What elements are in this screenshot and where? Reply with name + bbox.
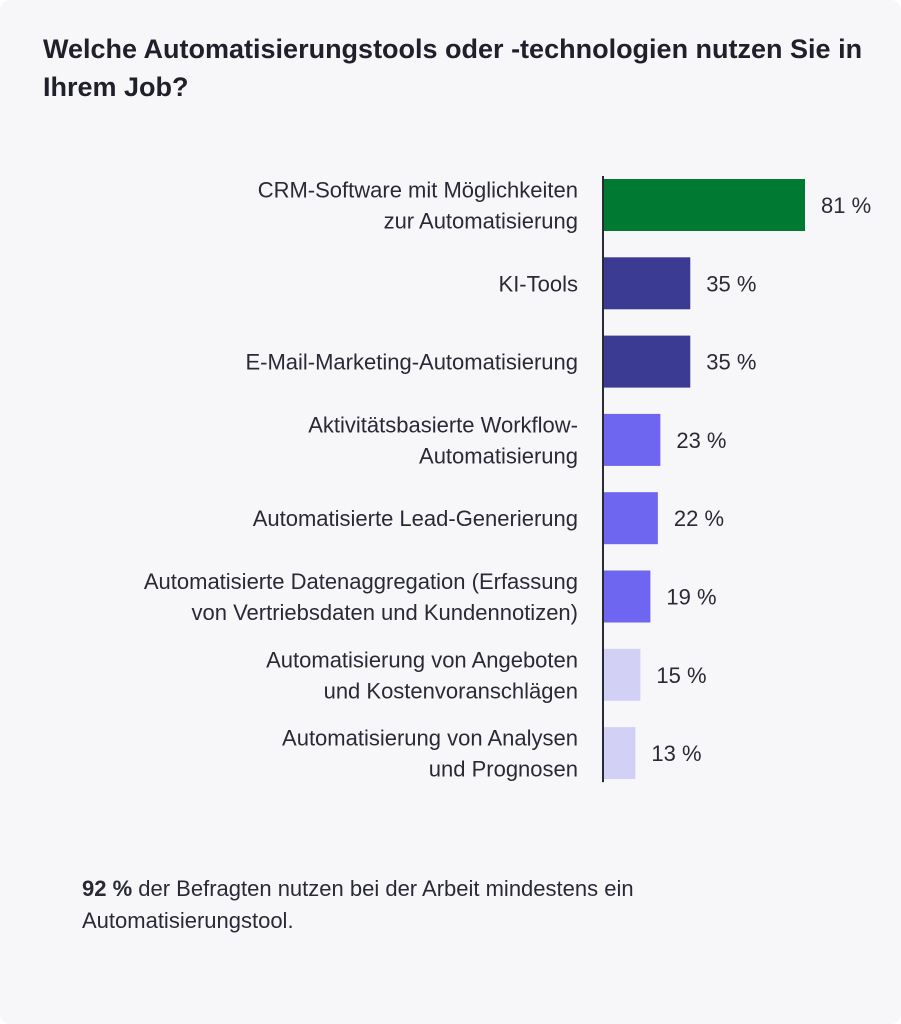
category-label-6-line-2: von Vertriebsdaten und Kundennotizen) [191,600,578,625]
category-label-8-line-1: Automatisierung von Analysen [282,726,578,751]
category-label-5-line-1: Automatisierte Lead-Generierung [253,506,578,531]
value-label-4: 23 % [676,428,726,453]
category-label-7: Automatisierung von Angeboten und Kostenv… [266,647,578,703]
category-label-4-line-1: Aktivitätsbasierte Workflow- [308,412,578,437]
footnote-text: der Befragten nutzen bei der Arbeit mind… [82,876,634,933]
category-label-1-line-1: CRM-Software mit Möglichkeiten [258,178,578,203]
category-label-4-line-2: Automatisierung [419,443,578,468]
value-labels-group: 81 % 35 % 35 % 23 % 22 % 19 % 15 % 13 % [651,193,871,766]
category-label-8: Automatisierung von Analysen und Prognose… [282,726,578,782]
category-label-1: CRM-Software mit Möglichkeiten zur Automa… [258,178,578,234]
category-label-1-line-2: zur Automatisierung [384,209,578,234]
bar-7 [603,648,641,701]
value-label-3: 35 % [706,350,756,375]
value-label-8: 13 % [651,741,701,766]
bar-2 [603,257,691,310]
bar-5 [603,492,658,545]
category-label-2-line-1: KI-Tools [499,271,578,296]
category-label-7-line-1: Automatisierung von Angeboten [266,647,578,672]
category-label-6-line-1: Automatisierte Datenaggregation (Erfassu… [144,569,578,594]
value-label-1: 81 % [821,193,871,218]
chart-title: Welche Automatisierungstools oder -techn… [43,34,863,102]
category-label-7-line-2: und Kostenvoranschlägen [324,678,578,703]
category-label-6: Automatisierte Datenaggregation (Erfassu… [144,569,578,625]
footnote-highlight: 92 % [82,876,133,901]
bar-1 [603,179,805,231]
category-label-4: Aktivitätsbasierte Workflow- Automatisier… [308,412,578,468]
category-label-8-line-2: und Prognosen [429,757,578,782]
category-label-3-line-1: E-Mail-Marketing-Automatisierung [245,350,578,375]
value-label-7: 15 % [656,663,706,688]
category-label-3: E-Mail-Marketing-Automatisierung [245,350,578,375]
bar-3 [603,335,691,388]
bars-group [603,179,805,780]
category-label-5: Automatisierte Lead-Generierung [253,506,578,531]
value-label-6: 19 % [666,585,716,610]
bar-6 [603,570,651,623]
bar-4 [603,413,661,466]
value-label-5: 22 % [674,506,724,531]
category-labels-group: CRM-Software mit Möglichkeiten zur Automa… [144,178,578,782]
category-label-2: KI-Tools [499,271,578,296]
value-label-2: 35 % [706,271,756,296]
footnote: 92 % der Befragten nutzen bei der Arbeit… [82,873,842,937]
bar-8 [603,727,636,780]
